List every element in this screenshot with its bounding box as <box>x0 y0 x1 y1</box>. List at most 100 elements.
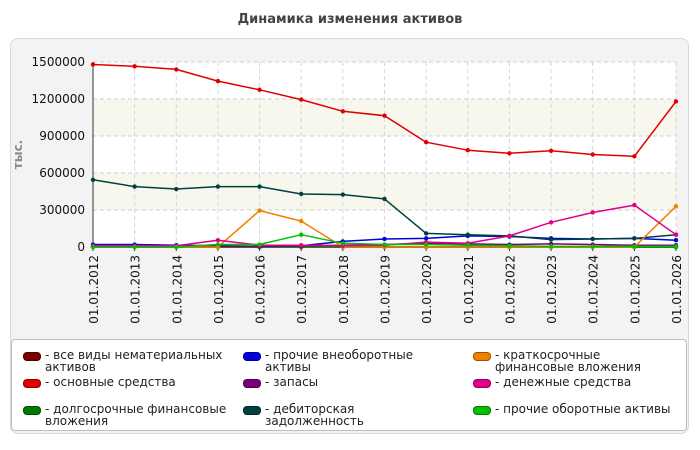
legend-label: - денежные средства <box>495 375 632 389</box>
data-point <box>340 192 346 197</box>
data-point <box>340 109 346 114</box>
x-tick-label: 01.01.2024 <box>587 255 601 324</box>
data-point <box>299 191 304 197</box>
y-tick-label: 0 <box>77 240 85 254</box>
legend-swatch <box>243 379 261 388</box>
data-point <box>132 244 137 250</box>
x-tick-label: 01.01.2017 <box>295 255 309 324</box>
data-point <box>382 242 387 247</box>
data-point <box>299 242 304 248</box>
data-point <box>382 196 387 202</box>
data-point <box>673 204 679 209</box>
data-point <box>673 244 679 249</box>
legend-item: - денежные средства <box>473 376 678 388</box>
data-point <box>215 78 221 84</box>
data-point <box>382 236 387 242</box>
legend-item: - долгосрочные финансовые вложения <box>23 403 233 427</box>
data-point <box>423 139 429 145</box>
data-point <box>299 218 304 224</box>
data-point <box>632 202 637 208</box>
y-tick-label: 1200000 <box>32 92 85 106</box>
legend-swatch <box>243 406 261 415</box>
x-tick-label: 01.01.2018 <box>337 255 351 324</box>
data-point <box>174 244 179 250</box>
data-point <box>590 152 595 157</box>
legend-label: - все виды нематериальных активов <box>45 348 223 374</box>
x-tick-label: 01.01.2019 <box>379 255 393 324</box>
chart-legend: - все виды нематериальных активов - основ… <box>11 339 687 431</box>
legend-label: - краткосрочные финансовые вложения <box>495 348 641 374</box>
data-point <box>590 210 595 215</box>
legend-label: - основные средства <box>45 375 176 389</box>
legend-swatch <box>473 406 491 415</box>
data-point <box>673 232 679 237</box>
x-tick-label: 01.01.2020 <box>420 255 434 324</box>
data-point <box>90 62 96 67</box>
x-tick-label: 01.01.2015 <box>212 255 226 324</box>
data-point <box>423 242 429 247</box>
legend-item: - дебиторская задолженность <box>243 403 453 427</box>
x-tick-label: 01.01.2026 <box>670 255 684 324</box>
legend-item: - запасы <box>243 376 453 388</box>
legend-swatch <box>243 352 261 361</box>
data-point <box>507 151 512 156</box>
legend-item: - прочие внеоборотные активы <box>243 349 453 373</box>
x-tick-label: 01.01.2021 <box>462 255 476 324</box>
data-point <box>673 238 679 243</box>
data-point <box>507 243 512 248</box>
data-point <box>465 242 470 248</box>
x-tick-label: 01.01.2013 <box>129 255 143 324</box>
x-tick-label: 01.01.2025 <box>628 255 642 324</box>
data-point <box>174 67 179 72</box>
data-point <box>632 154 637 159</box>
data-point <box>257 242 262 247</box>
legend-item: - основные средства <box>23 376 233 388</box>
data-point <box>465 232 470 237</box>
data-point <box>590 236 595 242</box>
legend-swatch <box>473 379 491 388</box>
data-point <box>215 238 221 243</box>
data-point <box>548 148 554 153</box>
legend-item: - краткосрочные финансовые вложения <box>473 349 678 373</box>
legend-label: - запасы <box>265 375 319 389</box>
data-point <box>90 244 96 250</box>
data-point <box>382 113 387 118</box>
legend-label: - долгосрочные финансовые вложения <box>45 402 227 428</box>
data-point <box>632 236 637 241</box>
data-point <box>548 237 554 242</box>
data-point <box>465 147 470 153</box>
data-point <box>423 236 429 241</box>
y-tick-label: 1500000 <box>32 55 85 69</box>
data-point <box>299 97 304 102</box>
y-tick-label: 300000 <box>39 203 85 217</box>
legend-swatch <box>473 352 491 361</box>
legend-swatch <box>23 379 41 388</box>
data-point <box>507 233 512 239</box>
data-point <box>215 184 221 189</box>
x-tick-label: 01.01.2014 <box>170 255 184 324</box>
x-tick-label: 01.01.2016 <box>254 255 268 324</box>
data-point <box>257 208 262 213</box>
chart-title: Динамика изменения активов <box>237 12 463 27</box>
data-point <box>632 244 637 249</box>
data-point <box>590 244 595 249</box>
data-point <box>673 99 679 104</box>
legend-swatch <box>23 352 41 361</box>
legend-label: - дебиторская задолженность <box>265 402 364 428</box>
data-point <box>257 87 262 92</box>
y-tick-label: 900000 <box>39 129 85 143</box>
y-tick-label: 600000 <box>39 166 85 180</box>
data-point <box>174 186 179 192</box>
x-tick-label: 01.01.2022 <box>503 255 517 324</box>
legend-item: - прочие оборотные активы <box>473 403 678 415</box>
legend-item: - все виды нематериальных активов <box>23 349 233 373</box>
y-axis-label: тыс. <box>11 140 25 169</box>
x-tick-label: 01.01.2023 <box>545 255 559 324</box>
data-point <box>132 184 137 189</box>
data-point <box>423 231 429 236</box>
data-point <box>548 220 554 225</box>
data-point <box>548 244 554 249</box>
legend-swatch <box>23 406 41 415</box>
data-point <box>257 184 262 189</box>
